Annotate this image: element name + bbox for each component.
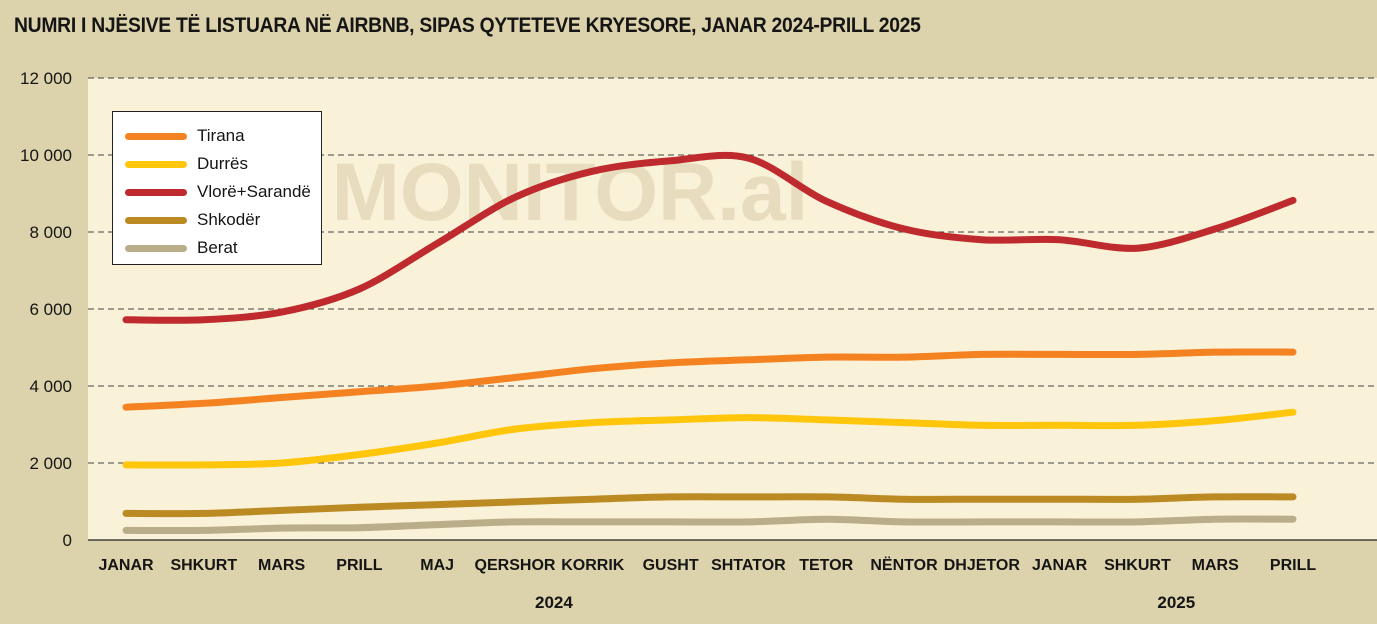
legend-item: Vlorë+Sarandë xyxy=(125,178,321,206)
legend-item: Tirana xyxy=(125,122,321,150)
legend-label: Shkodër xyxy=(197,210,261,229)
legend-label: Vlorë+Sarandë xyxy=(197,182,311,201)
legend-swatch xyxy=(125,244,187,252)
legend-swatch xyxy=(125,132,187,140)
x-tick-label: SHKURT xyxy=(170,557,237,574)
chart-title: NUMRI I NJËSIVE TË LISTUARA NË AIRBNB, S… xyxy=(14,14,921,37)
y-tick-label: 0 xyxy=(63,531,72,550)
x-tick-label: DHJETOR xyxy=(944,557,1021,574)
legend-item: Berat xyxy=(125,234,321,262)
legend-item: Durrës xyxy=(125,150,321,178)
axis-layer: 0 2 000 4 000 6 000 8 000 10 000 12 000 JANAR SH… xyxy=(20,69,1316,612)
x-tick-label: NËNTOR xyxy=(870,556,938,574)
legend-swatch xyxy=(125,160,187,168)
watermark: MONITOR.al xyxy=(332,147,809,238)
y-tick-label: 2 000 xyxy=(29,454,72,473)
legend-swatch xyxy=(125,188,187,196)
legend-swatch xyxy=(125,216,187,224)
y-tick-label: 6 000 xyxy=(29,300,72,319)
x-tick-label: GUSHT xyxy=(643,557,699,574)
legend-label: Tirana xyxy=(197,126,245,145)
legend: Tirana Durrës Vlorë+Sarandë Shkodër Berat xyxy=(112,111,322,265)
series-layer xyxy=(122,151,1297,535)
year-label: 2025 xyxy=(1157,593,1195,612)
x-tick-label: MARS xyxy=(1192,557,1239,574)
series-line-shkodër xyxy=(122,493,1297,518)
x-tick-label: KORRIK xyxy=(561,557,625,574)
year-label: 2024 xyxy=(535,593,573,612)
y-tick-label: 10 000 xyxy=(20,146,72,165)
x-tick-label: QERSHOR xyxy=(475,557,556,574)
x-tick-label: TETOR xyxy=(799,557,853,574)
series-line-durrës xyxy=(122,408,1297,469)
series-line-vlorë-sarandë xyxy=(122,151,1297,324)
x-tick-label: JANAR xyxy=(1032,557,1088,574)
legend-item: Shkodër xyxy=(125,206,321,234)
legend-label: Berat xyxy=(197,238,238,257)
y-tick-label: 12 000 xyxy=(20,69,72,88)
x-tick-label: PRILL xyxy=(336,557,382,574)
x-tick-label: SHKURT xyxy=(1104,557,1171,574)
y-tick-label: 4 000 xyxy=(29,377,72,396)
series-line-tirana xyxy=(122,348,1297,411)
legend-label: Durrës xyxy=(197,154,249,173)
x-tick-label: SHTATOR xyxy=(711,557,786,574)
x-tick-label: JANAR xyxy=(98,557,154,574)
x-tick-label: PRILL xyxy=(1270,557,1316,574)
x-tick-label: MARS xyxy=(258,557,305,574)
x-tick-label: MAJ xyxy=(420,557,454,574)
series-line-berat xyxy=(122,515,1297,535)
y-tick-label: 8 000 xyxy=(29,223,72,242)
